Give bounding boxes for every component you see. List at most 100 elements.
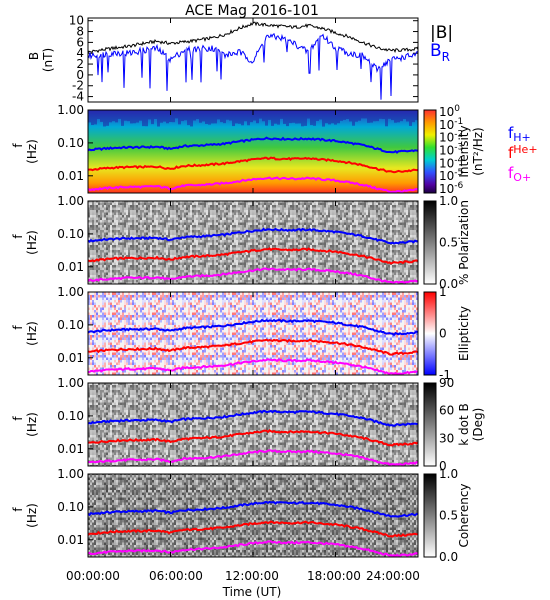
x-tick-4: 24:00:00: [366, 569, 420, 583]
spectrogram-noise-4: [100, 110, 103, 122]
spectrogram-noise-57: [259, 110, 262, 119]
legend-fhe-sub: He+: [513, 143, 537, 156]
spectrogram-noise-61: [271, 110, 274, 126]
spectrogram-noise-9: [115, 110, 118, 123]
spectrogram-noise-23: [157, 110, 160, 127]
colorbar-4: [423, 382, 437, 467]
line-f-Hp-4: [87, 409, 419, 427]
spectrogram-noise-49: [235, 110, 238, 124]
colorbar-3: [423, 291, 437, 376]
spectrogram-noise-94: [370, 110, 373, 123]
spectrogram-noise-70: [298, 110, 301, 124]
b-ytick-1: 8: [76, 25, 84, 39]
cb-tick-2-1: 0.5: [439, 236, 458, 250]
line-f-Hep-5: [87, 520, 418, 538]
legend-fo-main: f: [508, 164, 514, 182]
line-f-Hp-1: [87, 136, 419, 154]
spectrogram-noise-13: [127, 110, 130, 122]
cb-tick-2-2: 0.0: [439, 277, 458, 291]
cb-tick-1-4: 10-4: [439, 155, 464, 170]
spectrogram-noise-2: [94, 110, 97, 125]
spectrogram-noise-82: [334, 110, 337, 125]
spectrogram-noise-95: [373, 110, 376, 122]
b-ytick-6: -2: [72, 79, 84, 93]
spectrogram-noise-33: [187, 110, 190, 126]
spectrogram-3: [88, 292, 418, 375]
spectrogram-noise-53: [247, 110, 250, 126]
legend-br-sub: R: [442, 50, 450, 64]
x-tick-3: 18:00:00: [307, 569, 361, 583]
spectrogram-noise-73: [307, 110, 310, 119]
spectrogram-noise-34: [190, 110, 193, 127]
ytick-2-2: 0.01: [57, 260, 84, 274]
cb-tick-1-0: 100: [439, 104, 460, 119]
colorbar-1: [423, 109, 437, 194]
cb-tick-4-2: 30: [439, 431, 454, 445]
spectrogram-noise-66: [286, 110, 289, 127]
spectrogram-noise-19: [145, 110, 148, 127]
spectrogram-noise-3: [97, 110, 100, 120]
spectrogram-noise-93: [367, 110, 370, 123]
cb-tick-1-2: 10-2: [439, 130, 463, 145]
ytick-4-0: 1.00: [57, 376, 84, 390]
spectrogram-noise-71: [301, 110, 304, 127]
cb-tick-4-3: 0: [439, 459, 447, 473]
spectrogram-noise-105: [403, 110, 406, 120]
series-bmag-line: [87, 21, 419, 54]
spectrogram-noise-62: [274, 110, 277, 124]
spectrogram-noise-87: [349, 110, 352, 122]
spectrogram-noise-92: [364, 110, 367, 119]
spectrogram-noise-20: [148, 110, 151, 120]
series-br-line: [87, 32, 419, 100]
spectrogram-noise-65: [283, 110, 286, 124]
spectrogram-noise-63: [277, 110, 280, 125]
line-f-Op-5: [87, 540, 419, 558]
colorbar-5: [423, 473, 437, 558]
spectrogram-noise-75: [313, 110, 316, 126]
spectrogram-noise-8: [112, 110, 115, 122]
cb-label2-4: (Deg): [471, 408, 485, 442]
spectrogram-noise-79: [325, 110, 328, 124]
spectrogram-noise-89: [355, 110, 358, 122]
spectrogram-noise-97: [379, 110, 382, 119]
spectrogram-noise-86: [346, 110, 349, 120]
spectrogram-noise-39: [205, 110, 208, 124]
spectrogram-noise-78: [322, 110, 325, 127]
cb-label2-1: (nT²/Hz): [471, 127, 485, 175]
spectrogram-noise-35: [193, 110, 196, 121]
spectrogram-noise-50: [238, 110, 241, 124]
spectrogram-noise-103: [397, 110, 400, 123]
spectrogram-noise-31: [181, 110, 184, 122]
b-ytick-4: 2: [76, 57, 84, 71]
f-label-4: f: [11, 416, 25, 421]
b-ytick-3: 4: [76, 46, 84, 60]
ytick-3-1: 0.10: [57, 318, 84, 332]
spectrogram-noise-36: [196, 110, 199, 120]
spectrogram-noise-21: [151, 110, 154, 125]
hz-label-3: (Hz): [25, 321, 39, 346]
spectrogram-noise-46: [226, 110, 229, 120]
line-f-Hep-3: [87, 338, 419, 356]
spectrogram-noise-37: [199, 110, 202, 123]
spectrogram-noise-32: [184, 110, 187, 121]
cb-tick-5-1: 0.5: [439, 509, 458, 523]
spectrogram-noise-67: [289, 110, 292, 124]
legend-fh-sub: H+: [513, 131, 531, 144]
spectrogram-noise-14: [130, 110, 133, 124]
f-label-5: f: [11, 507, 25, 512]
cb-tick-1-1: 10-1: [439, 117, 463, 132]
spectrogram-noise-101: [391, 110, 394, 121]
chart-title: ACE Mag 2016-101: [185, 3, 319, 19]
hz-label-1: (Hz): [25, 139, 39, 164]
b-ylabel-top: B: [27, 52, 41, 60]
hz-label-4: (Hz): [25, 412, 39, 437]
spectrogram-noise-15: [133, 110, 136, 124]
legend-fh: fH+: [508, 124, 531, 144]
line-f-Op-4: [87, 449, 419, 467]
spectrogram-noise-22: [154, 110, 157, 119]
spectrogram-noise-41: [211, 110, 214, 124]
b-ytick-7: -4: [72, 90, 84, 104]
